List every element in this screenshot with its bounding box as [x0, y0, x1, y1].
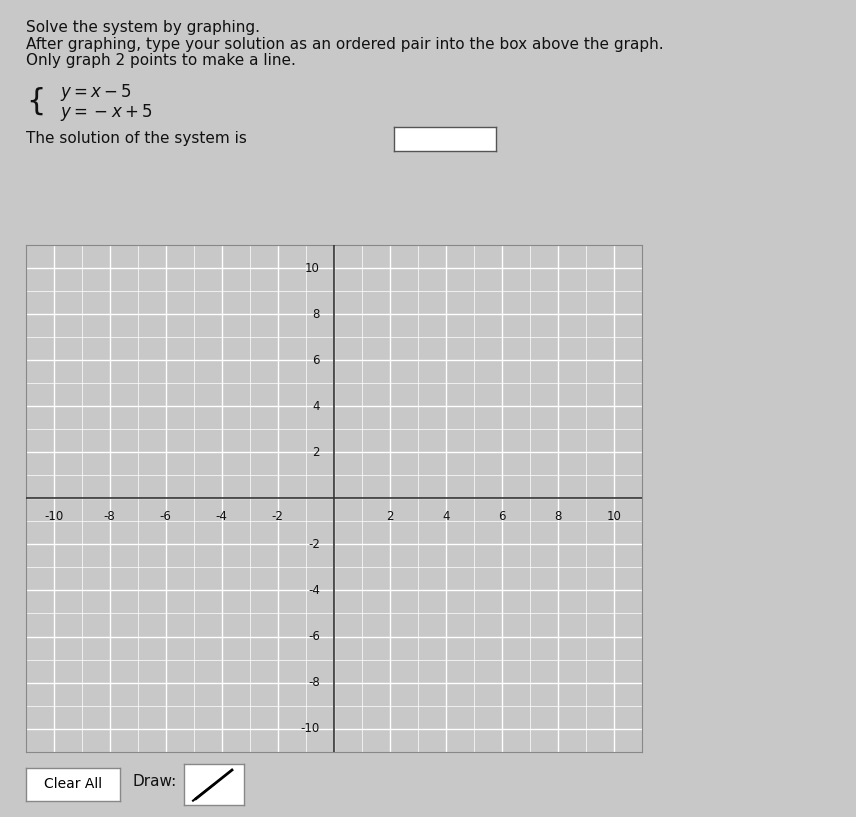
Text: -10: -10	[300, 722, 320, 735]
Text: 10: 10	[607, 510, 621, 523]
Text: 8: 8	[555, 510, 562, 523]
Text: $y = -x + 5$: $y = -x + 5$	[60, 102, 152, 123]
Text: -6: -6	[308, 630, 320, 643]
Text: -2: -2	[308, 538, 320, 551]
Text: 4: 4	[312, 400, 320, 413]
Text: -4: -4	[308, 584, 320, 597]
Text: -10: -10	[44, 510, 63, 523]
Text: The solution of the system is: The solution of the system is	[26, 131, 247, 145]
Text: $\{$: $\{$	[26, 86, 43, 118]
Text: Clear All: Clear All	[44, 777, 102, 792]
Text: Solve the system by graphing.: Solve the system by graphing.	[26, 20, 259, 35]
Text: -8: -8	[308, 676, 320, 689]
Text: 2: 2	[386, 510, 394, 523]
Text: -6: -6	[160, 510, 172, 523]
Text: $y = x - 5$: $y = x - 5$	[60, 82, 132, 103]
Text: 2: 2	[312, 446, 320, 459]
Text: 6: 6	[498, 510, 506, 523]
Text: 6: 6	[312, 354, 320, 367]
Text: 4: 4	[443, 510, 449, 523]
Text: After graphing, type your solution as an ordered pair into the box above the gra: After graphing, type your solution as an…	[26, 37, 663, 51]
Text: -8: -8	[104, 510, 116, 523]
Text: 10: 10	[305, 261, 320, 275]
Text: -4: -4	[216, 510, 228, 523]
Text: Only graph 2 points to make a line.: Only graph 2 points to make a line.	[26, 53, 295, 68]
Text: -2: -2	[272, 510, 283, 523]
Text: 8: 8	[312, 308, 320, 321]
Text: Draw:: Draw:	[133, 775, 177, 789]
